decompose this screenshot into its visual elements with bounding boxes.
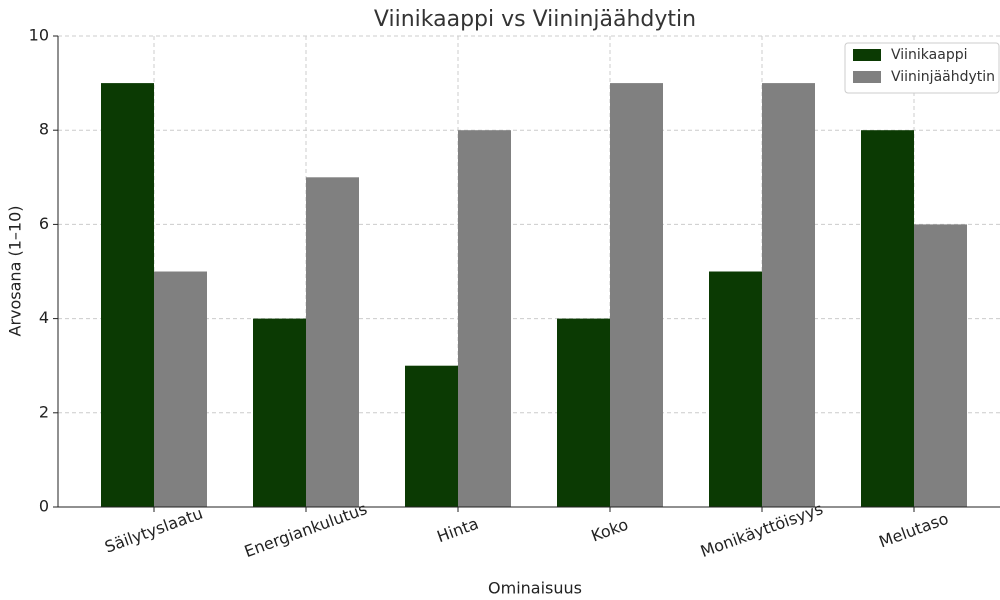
legend-label: Viinikaappi xyxy=(891,47,968,63)
y-tick-label: 10 xyxy=(29,26,49,45)
bar xyxy=(154,271,207,507)
x-axis-label: Ominaisuus xyxy=(488,579,582,598)
bar xyxy=(405,365,458,507)
legend-box xyxy=(844,42,1000,94)
x-tick-label: Hinta xyxy=(434,514,481,546)
x-tick-label: Koko xyxy=(589,515,631,546)
legend-swatch xyxy=(853,49,881,61)
legend-swatch xyxy=(853,71,881,83)
bar xyxy=(610,83,663,507)
bar xyxy=(557,318,610,507)
y-tick-label: 8 xyxy=(39,120,49,139)
y-axis-label: Arvosana (1–10) xyxy=(6,206,25,337)
bar xyxy=(458,130,511,507)
y-tick-label: 0 xyxy=(39,497,49,516)
legend: Viinikaappi Viininjäähdytin xyxy=(844,42,1000,94)
legend-label: Viininjäähdytin xyxy=(891,69,995,85)
bar xyxy=(861,130,914,507)
y-tick-label: 2 xyxy=(39,402,49,421)
chart-title: Viinikaappi vs Viininjäähdytin xyxy=(374,7,696,32)
bar xyxy=(101,83,154,507)
x-tick-label: Melutaso xyxy=(876,509,951,552)
bar xyxy=(253,318,306,507)
bar xyxy=(914,224,967,507)
bar xyxy=(762,83,815,507)
bar xyxy=(306,177,359,508)
y-tick-label: 4 xyxy=(39,308,49,327)
y-tick-label: 6 xyxy=(39,214,49,233)
bar xyxy=(709,271,762,507)
